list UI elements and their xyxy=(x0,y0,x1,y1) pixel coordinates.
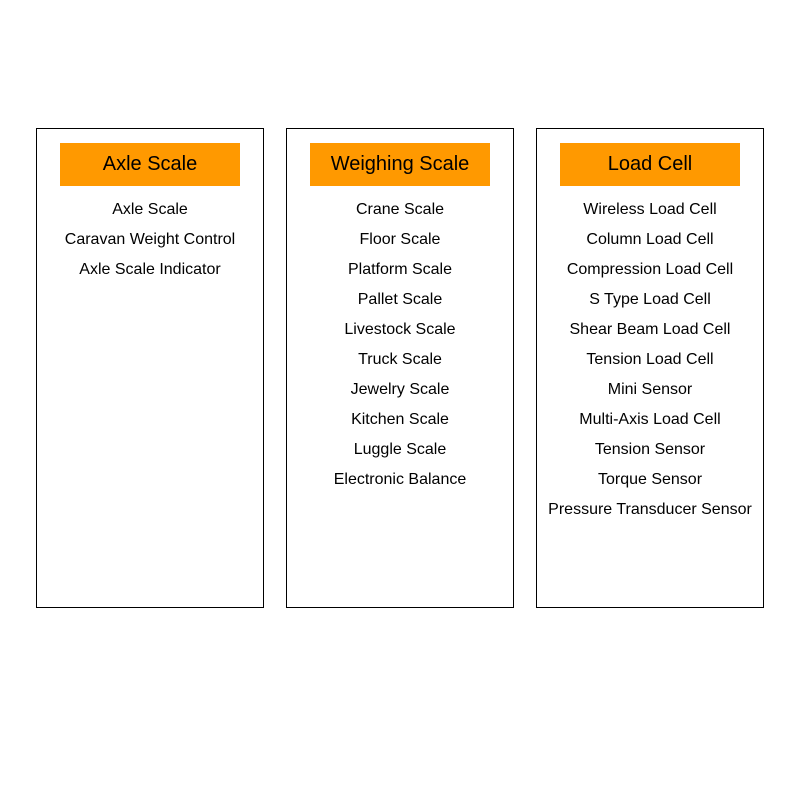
list-item[interactable]: Platform Scale xyxy=(348,260,452,280)
list-item[interactable]: Livestock Scale xyxy=(344,320,455,340)
list-item[interactable]: Kitchen Scale xyxy=(351,410,449,430)
category-item-list: Crane Scale Floor Scale Platform Scale P… xyxy=(297,200,503,490)
list-item[interactable]: Truck Scale xyxy=(358,350,442,370)
list-item[interactable]: Tension Load Cell xyxy=(586,350,713,370)
category-card-weighing-scale: Weighing Scale Crane Scale Floor Scale P… xyxy=(286,128,514,608)
category-item-list: Wireless Load Cell Column Load Cell Comp… xyxy=(547,200,753,520)
list-item[interactable]: Compression Load Cell xyxy=(567,260,733,280)
list-item[interactable]: S Type Load Cell xyxy=(589,290,711,310)
list-item[interactable]: Mini Sensor xyxy=(608,380,692,400)
list-item[interactable]: Axle Scale Indicator xyxy=(79,260,220,280)
list-item[interactable]: Jewelry Scale xyxy=(351,380,450,400)
list-item[interactable]: Wireless Load Cell xyxy=(583,200,716,220)
category-header: Axle Scale xyxy=(60,143,240,186)
list-item[interactable]: Axle Scale xyxy=(112,200,188,220)
list-item[interactable]: Floor Scale xyxy=(360,230,441,250)
list-item[interactable]: Caravan Weight Control xyxy=(65,230,235,250)
list-item[interactable]: Torque Sensor xyxy=(598,470,702,490)
list-item[interactable]: Column Load Cell xyxy=(586,230,713,250)
list-item[interactable]: Electronic Balance xyxy=(334,470,467,490)
category-item-list: Axle Scale Caravan Weight Control Axle S… xyxy=(47,200,253,280)
list-item[interactable]: Pallet Scale xyxy=(358,290,443,310)
list-item[interactable]: Shear Beam Load Cell xyxy=(570,320,731,340)
category-card-load-cell: Load Cell Wireless Load Cell Column Load… xyxy=(536,128,764,608)
list-item[interactable]: Multi-Axis Load Cell xyxy=(579,410,720,430)
category-header: Weighing Scale xyxy=(310,143,490,186)
list-item[interactable]: Pressure Transducer Sensor xyxy=(548,500,752,520)
list-item[interactable]: Luggle Scale xyxy=(354,440,447,460)
list-item[interactable]: Tension Sensor xyxy=(595,440,705,460)
category-header: Load Cell xyxy=(560,143,740,186)
list-item[interactable]: Crane Scale xyxy=(356,200,444,220)
category-card-axle-scale: Axle Scale Axle Scale Caravan Weight Con… xyxy=(36,128,264,608)
category-columns: Axle Scale Axle Scale Caravan Weight Con… xyxy=(36,128,764,608)
